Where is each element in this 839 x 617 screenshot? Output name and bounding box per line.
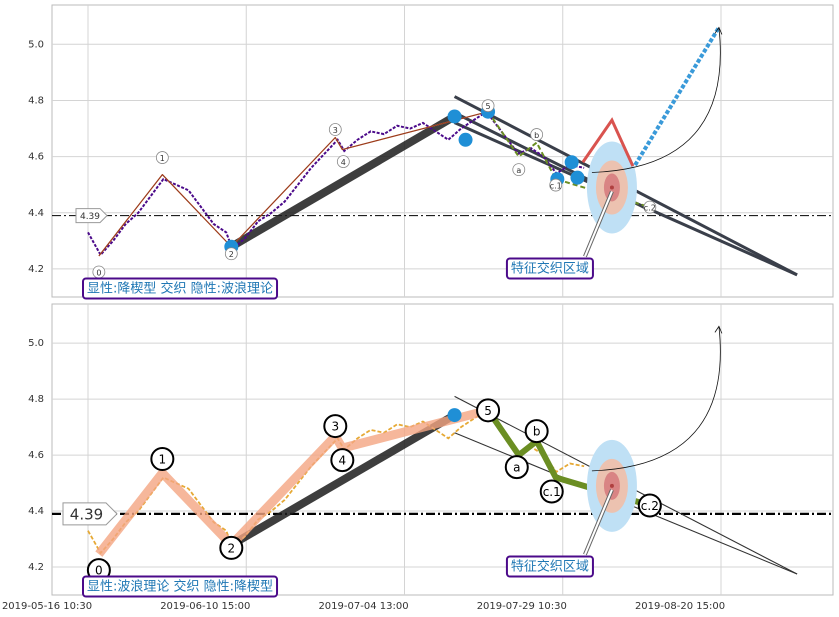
wave-label: c.2	[641, 499, 659, 513]
wave-label: 3	[331, 420, 339, 434]
wave-label-circle	[219, 535, 244, 560]
x-tick-label: 2019-07-29 10:30	[477, 601, 567, 612]
plot-frame	[51, 303, 834, 596]
wave-label-circle	[637, 493, 662, 518]
panel-annotation-box	[82, 575, 279, 598]
y-tick-label: 4.6	[28, 450, 44, 461]
wave-label: 1	[160, 154, 165, 163]
level-label: 4.39	[80, 212, 100, 222]
marker	[447, 109, 462, 124]
wave-label-circle	[323, 414, 348, 439]
x-tick-label: 2019-08-20 15:00	[635, 601, 725, 612]
price-line	[87, 110, 585, 257]
wave-label-circle	[530, 128, 544, 141]
highlight-dot	[609, 483, 614, 488]
wave-label-circle	[524, 419, 549, 444]
wave-label: 3	[333, 126, 338, 135]
marker	[447, 408, 462, 423]
impulse-line	[95, 405, 490, 557]
plot-frame	[51, 4, 834, 298]
x-tick-label: 2019-06-10 15:00	[160, 601, 250, 612]
target-curve	[591, 326, 721, 472]
panel: 4.2 4.4 4.6 4.8 5.0 4.39 0 1 2 3 4 5 a b c.1 c.2 特征交织区域显…	[28, 4, 834, 300]
y-tick-label: 4.4	[28, 208, 44, 219]
wave-label: 2	[228, 541, 236, 555]
wave-label: c.1	[550, 182, 562, 191]
panel-annotation: 显性:降楔型 交织 隐性:波浪理论	[87, 281, 273, 297]
wave-label: 1	[159, 453, 167, 467]
wave-label-circle	[481, 99, 495, 113]
wave-label: b	[534, 131, 539, 140]
y-tick-label: 4.8	[28, 394, 44, 405]
wave-label: 5	[486, 102, 491, 111]
highlight-label: 特征交织区域	[511, 559, 589, 575]
x-tick-label: 2019-05-16 10:30	[2, 601, 92, 612]
wave-label: c.1	[543, 485, 561, 499]
impulse-line	[98, 111, 489, 257]
wave-label-circle	[512, 163, 526, 177]
level-label-box	[75, 208, 108, 224]
y-tick-label: 5.0	[28, 338, 44, 349]
y-tick-label: 4.2	[28, 264, 44, 275]
wave-label: 4	[339, 454, 347, 468]
wave-label: 0	[95, 564, 103, 578]
wave-label-circle	[539, 479, 564, 504]
wave-label-circle	[336, 155, 350, 168]
correction-line	[487, 111, 651, 209]
target-curve	[591, 27, 721, 173]
level-label-box	[62, 502, 118, 526]
y-tick-label: 4.8	[28, 95, 44, 106]
target-arrowhead	[714, 325, 723, 334]
highlight-dot	[609, 185, 614, 190]
trend-line	[227, 411, 459, 549]
arrow-body	[584, 191, 613, 257]
wave-label: c.2	[644, 204, 656, 213]
wave-label-circle	[150, 447, 175, 472]
y-tick-label: 4.2	[28, 562, 44, 573]
wave-label: b	[533, 425, 541, 439]
wave-label: a	[513, 461, 520, 475]
panel: 4.2 4.4 4.6 4.8 5.0 2019-05-16 10:30 2019-06-1…	[2, 303, 834, 612]
y-tick-label: 5.0	[28, 39, 44, 50]
projection-line	[581, 117, 635, 167]
wave-label-circle	[224, 247, 238, 261]
wave-label: 5	[484, 404, 492, 418]
highlight-label-box	[505, 257, 594, 280]
wave-label-circle	[549, 178, 563, 192]
panel-annotation: 显性:波浪理论 交织 隐性:降楔型	[87, 579, 273, 595]
marker	[570, 170, 585, 185]
target-arrowhead	[714, 26, 723, 35]
trend-line	[227, 112, 459, 251]
wave-label-circle	[504, 455, 529, 480]
wave-label-circle	[328, 123, 342, 136]
projection-line	[633, 26, 721, 167]
wave-label: 4	[341, 158, 346, 167]
y-tick-label: 4.4	[28, 506, 44, 517]
wave-label: 0	[96, 269, 101, 278]
panel-annotation-box	[82, 277, 279, 300]
y-tick-label: 4.6	[28, 152, 44, 163]
wave-label-circle	[476, 398, 501, 423]
wave-label-circle	[643, 200, 657, 214]
wave-label: 2	[229, 250, 234, 259]
wave-label: a	[516, 166, 521, 175]
wave-label-circle	[330, 448, 355, 473]
arrow-body	[584, 489, 613, 555]
highlight-label-box	[505, 555, 594, 578]
marker	[458, 132, 473, 147]
level-label: 4.39	[70, 505, 103, 523]
highlight-label: 特征交织区域	[511, 261, 589, 277]
marker	[564, 155, 579, 170]
wave-label-circle	[155, 151, 169, 164]
x-tick-label: 2019-07-04 13:00	[318, 601, 408, 612]
